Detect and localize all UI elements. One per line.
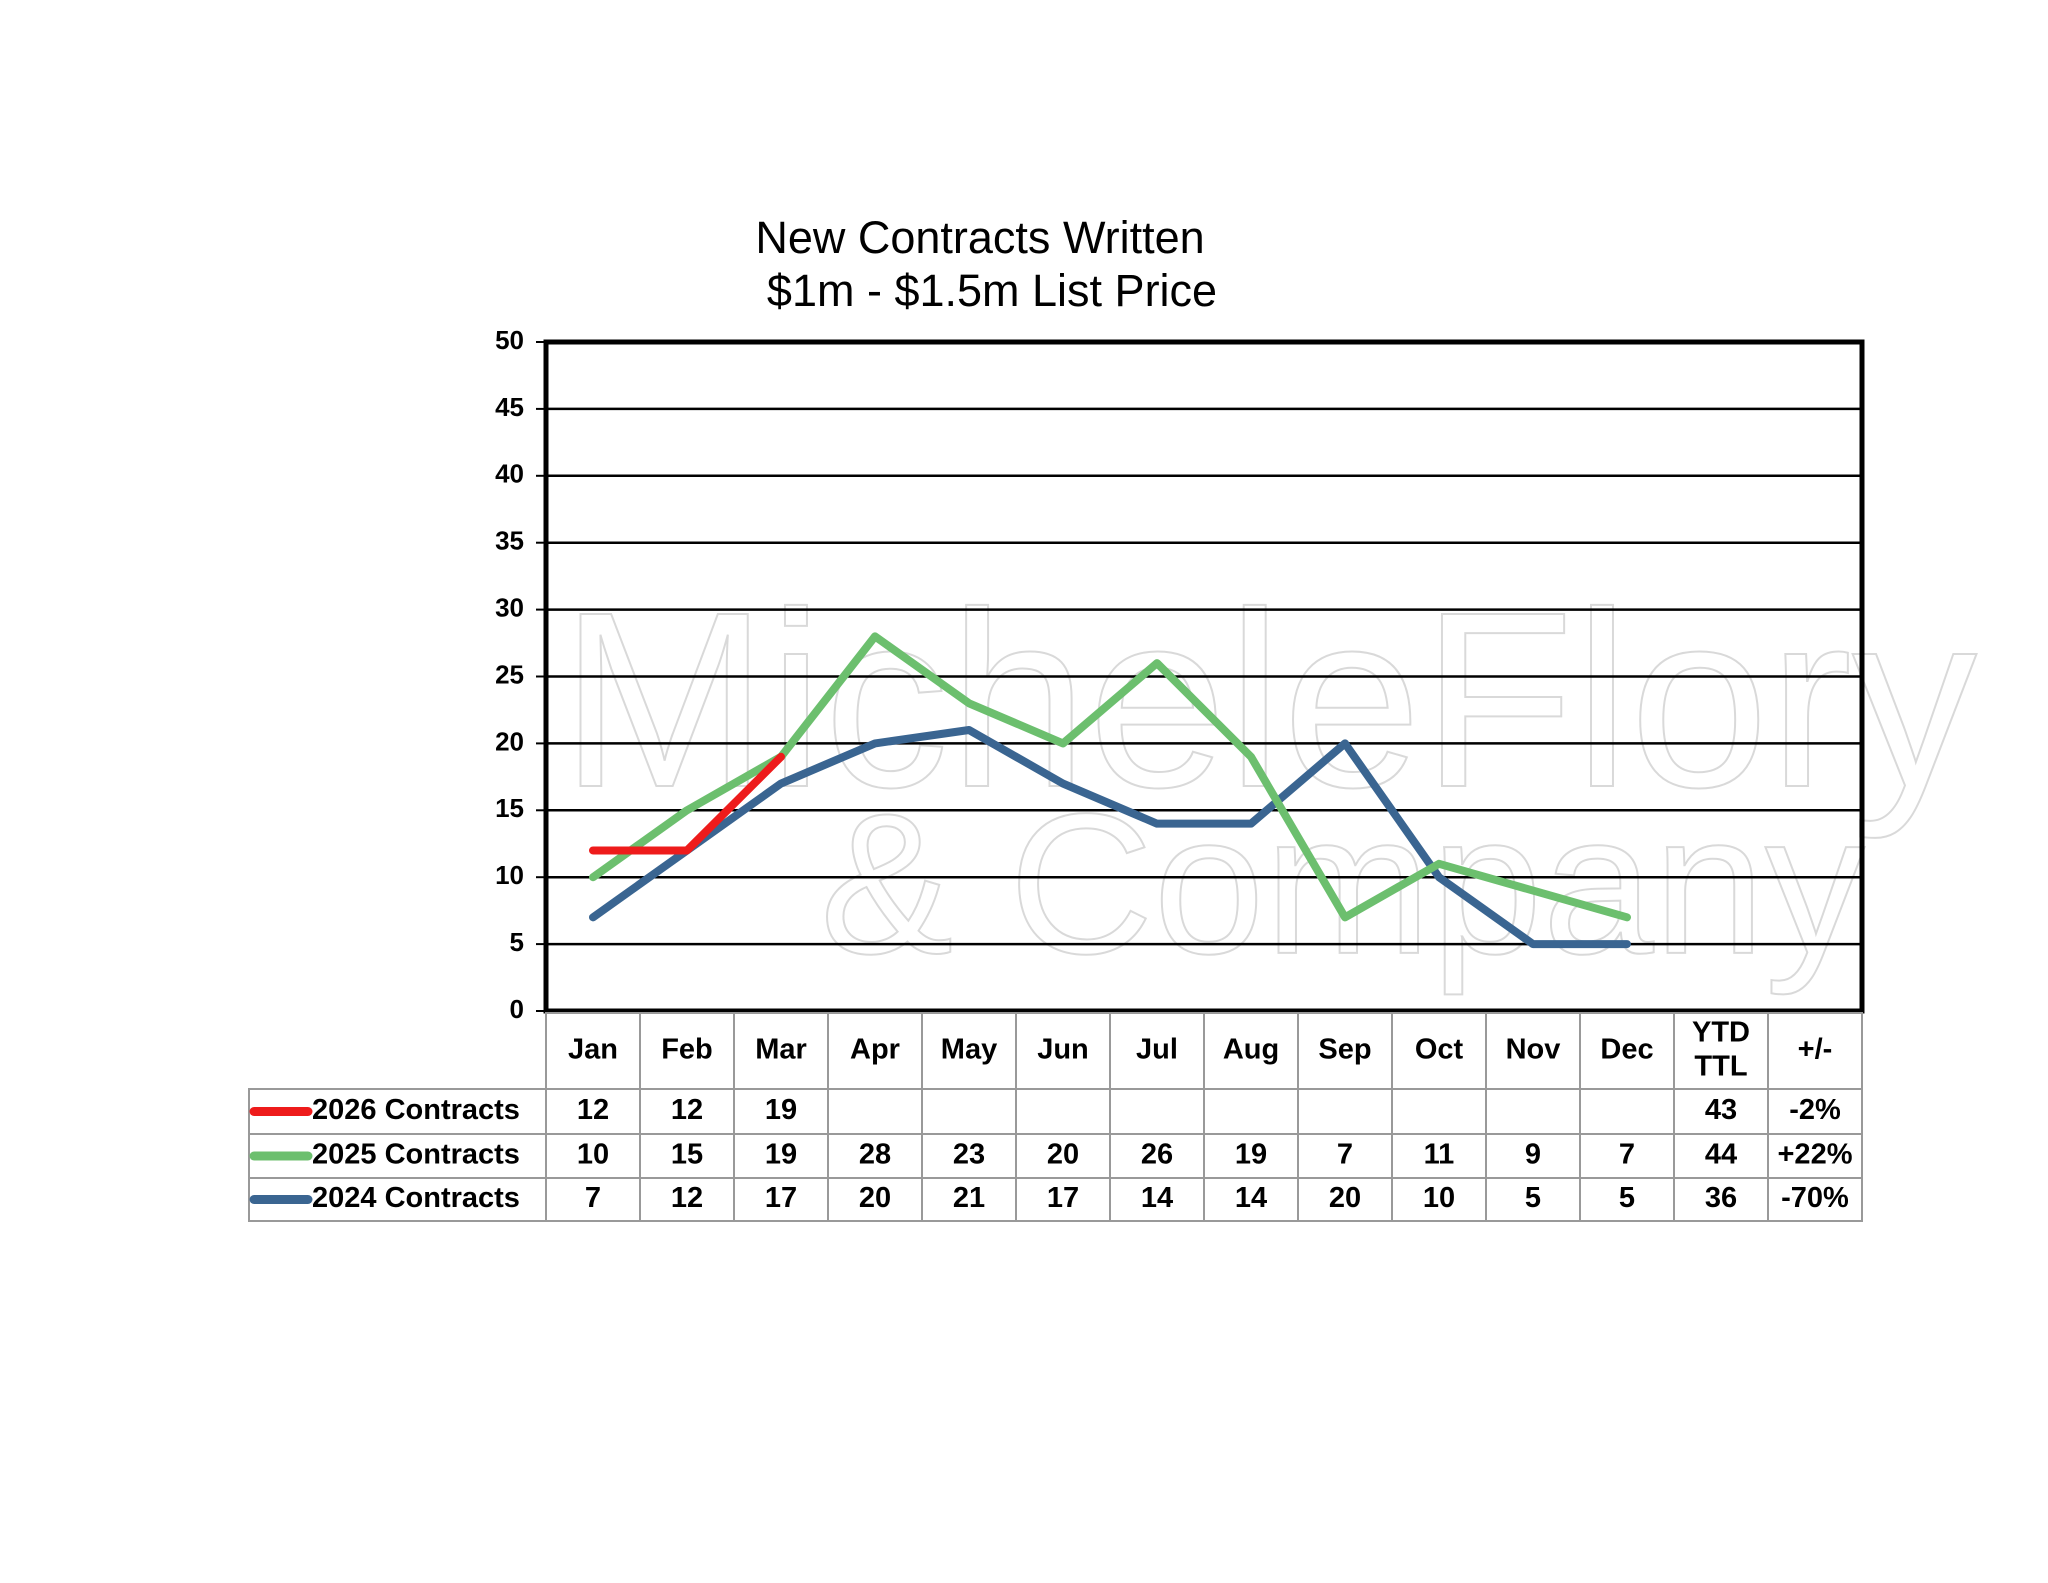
table-cell (1391, 1088, 1487, 1135)
table-cell (1767, 1177, 1863, 1222)
table-cell (921, 1088, 1017, 1135)
chart-subtitle: $1m - $1.5m List Price (767, 265, 1217, 316)
series-line (589, 632, 1631, 922)
table-value: 12 (671, 1182, 703, 1214)
table-value: 17 (1047, 1182, 1079, 1214)
table-value: 10 (577, 1139, 609, 1171)
series-line (589, 726, 1631, 949)
table-value: 26 (1141, 1139, 1173, 1171)
table-cell (1203, 1088, 1299, 1135)
table-value: 12 (671, 1094, 703, 1126)
table-value: 17 (765, 1182, 797, 1214)
table-header: TTL (1694, 1051, 1747, 1083)
table-value: 20 (1047, 1139, 1079, 1171)
table-value: 19 (765, 1094, 797, 1126)
y-tick-label: 40 (495, 459, 524, 489)
legend-label: 2025 Contracts (312, 1139, 520, 1171)
table-value: 14 (1141, 1182, 1173, 1214)
x-tick-label: Jan (568, 1034, 618, 1066)
table-value: 12 (577, 1094, 609, 1126)
table-value: 9 (1525, 1139, 1541, 1171)
table-value: 28 (859, 1139, 891, 1171)
table-value: 20 (859, 1182, 891, 1214)
table-change: -2% (1789, 1094, 1841, 1126)
y-tick-label: 0 (510, 994, 524, 1024)
y-tick-label: 5 (510, 927, 524, 957)
table-value: 14 (1235, 1182, 1267, 1214)
x-tick-label: Mar (755, 1034, 807, 1066)
x-tick-label: Jul (1136, 1034, 1178, 1066)
table-total: 44 (1705, 1139, 1737, 1171)
table-change: -70% (1781, 1182, 1849, 1214)
y-tick-label: 50 (495, 325, 524, 355)
x-tick-label: Feb (661, 1034, 713, 1066)
x-tick-label: Jun (1037, 1034, 1089, 1066)
y-tick-label: 45 (495, 392, 524, 422)
y-tick-label: 10 (495, 860, 524, 890)
table-value: 21 (953, 1182, 985, 1214)
table-header: +/- (1798, 1034, 1833, 1066)
table-value: 7 (1337, 1139, 1353, 1171)
table-value: 7 (1619, 1139, 1635, 1171)
x-tick-label: Oct (1415, 1034, 1464, 1066)
legend-label: 2026 Contracts (312, 1094, 520, 1126)
table-value: 15 (671, 1139, 703, 1171)
x-tick-label: Apr (850, 1034, 900, 1066)
y-tick-label: 35 (495, 526, 524, 556)
y-tick-label: 15 (495, 793, 524, 823)
table-value: 11 (1424, 1139, 1455, 1171)
y-tick-label: 30 (495, 592, 524, 622)
x-tick-label: Dec (1600, 1034, 1653, 1066)
table-total: 36 (1705, 1182, 1737, 1214)
table-value: 23 (953, 1139, 985, 1171)
table-cell (1297, 1088, 1393, 1135)
chart-title: New Contracts Written (755, 212, 1204, 263)
series-line (589, 752, 785, 855)
table-value: 5 (1525, 1182, 1541, 1214)
y-tick-label: 20 (495, 726, 524, 756)
table-cell (1015, 1088, 1111, 1135)
x-tick-label: Nov (1506, 1034, 1561, 1066)
table-cell (827, 1088, 923, 1135)
watermark: & Company (820, 773, 1865, 996)
table-cell (1485, 1088, 1581, 1135)
table-value: 19 (1235, 1139, 1267, 1171)
x-tick-label: May (941, 1034, 997, 1066)
table-value: 20 (1329, 1182, 1361, 1214)
x-tick-label: Aug (1223, 1034, 1279, 1066)
legend-label: 2024 Contracts (312, 1182, 520, 1214)
x-tick-label: Sep (1318, 1034, 1371, 1066)
table-value: 10 (1423, 1182, 1455, 1214)
table-value: 5 (1619, 1182, 1635, 1214)
plot-frame (543, 339, 1865, 1014)
table-header: YTD (1692, 1017, 1750, 1049)
table-total: 43 (1705, 1094, 1737, 1126)
y-tick-label: 25 (495, 659, 524, 689)
table-value: 7 (585, 1182, 601, 1214)
table-cell (1579, 1088, 1675, 1135)
table-cell (1109, 1088, 1205, 1135)
table-change: +22% (1778, 1139, 1853, 1171)
table-value: 19 (765, 1139, 797, 1171)
